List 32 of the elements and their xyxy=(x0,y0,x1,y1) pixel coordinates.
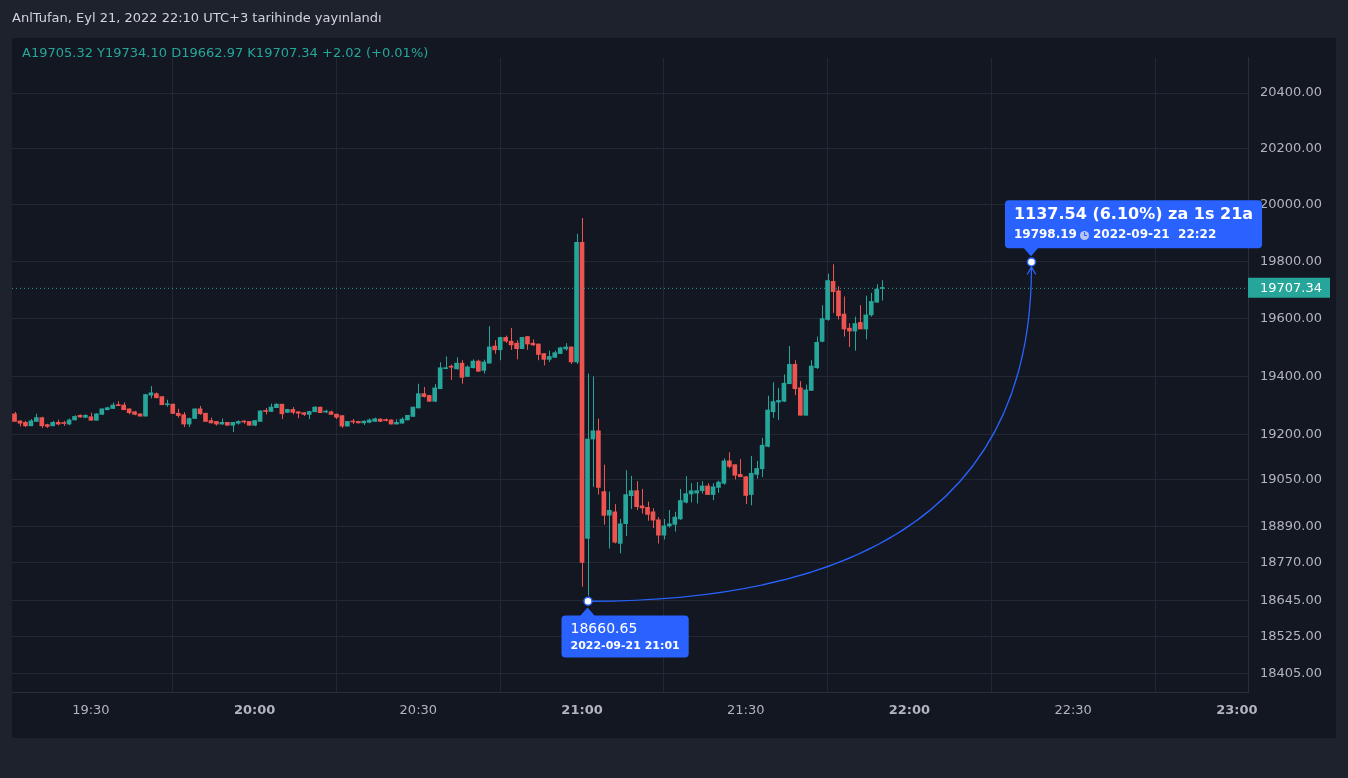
y-tick-label: 19800.00 xyxy=(1260,252,1323,268)
annotation: 19798.19 xyxy=(1013,227,1077,242)
x-tick-label: 23:00 xyxy=(1216,701,1258,717)
ref-line-label: 19707.34 xyxy=(1260,280,1323,296)
chart-title: AnlTufan, Eyl 21, 2022 22:10 UTC+3 tarihinde yayınlandı xyxy=(12,10,382,25)
x-tick-label: 22:30 xyxy=(1054,701,1092,717)
annotation: 2022-09-21 21:01 xyxy=(570,639,680,653)
x-tick-label: 20:30 xyxy=(399,701,438,717)
y-tick-label: 18645.00 xyxy=(1260,591,1323,607)
candlestick xyxy=(656,516,661,544)
candlestick xyxy=(606,491,612,550)
y-tick-label: 18525.00 xyxy=(1260,628,1323,644)
x-tick-label: 20:00 xyxy=(233,701,276,717)
x-tick-label: 21:00 xyxy=(561,701,603,717)
x-tick-label: 21:30 xyxy=(727,701,765,717)
y-tick-label: 19600.00 xyxy=(1260,310,1323,326)
y-tick-label: 18405.00 xyxy=(1260,664,1323,680)
y-tick-label: 20000.00 xyxy=(1260,196,1323,212)
annotation: 1137.54 (6.10%) za 1s 21a xyxy=(1013,204,1254,224)
annotation: 2022-09-21 22:22 xyxy=(1092,227,1217,242)
y-tick-label: 20400.00 xyxy=(1260,84,1323,100)
candlestick xyxy=(863,295,869,340)
annotation: 18660.65 xyxy=(570,620,638,637)
y-tick-label: 19050.00 xyxy=(1260,470,1323,486)
x-tick-label: 19:30 xyxy=(72,701,110,717)
y-tick-label: 18890.00 xyxy=(1260,518,1323,534)
y-tick-label: 20200.00 xyxy=(1260,140,1323,155)
y-tick-label: 19400.00 xyxy=(1260,367,1323,383)
y-tick-label: 19200.00 xyxy=(1260,426,1323,442)
x-tick-label: 22:00 xyxy=(888,701,931,717)
chart-subtitle: A19705.32 Y19734.10 D19662.97 K19707.34 +2.02 (+0.01%) xyxy=(22,45,429,60)
y-tick-label: 18770.00 xyxy=(1260,554,1323,570)
